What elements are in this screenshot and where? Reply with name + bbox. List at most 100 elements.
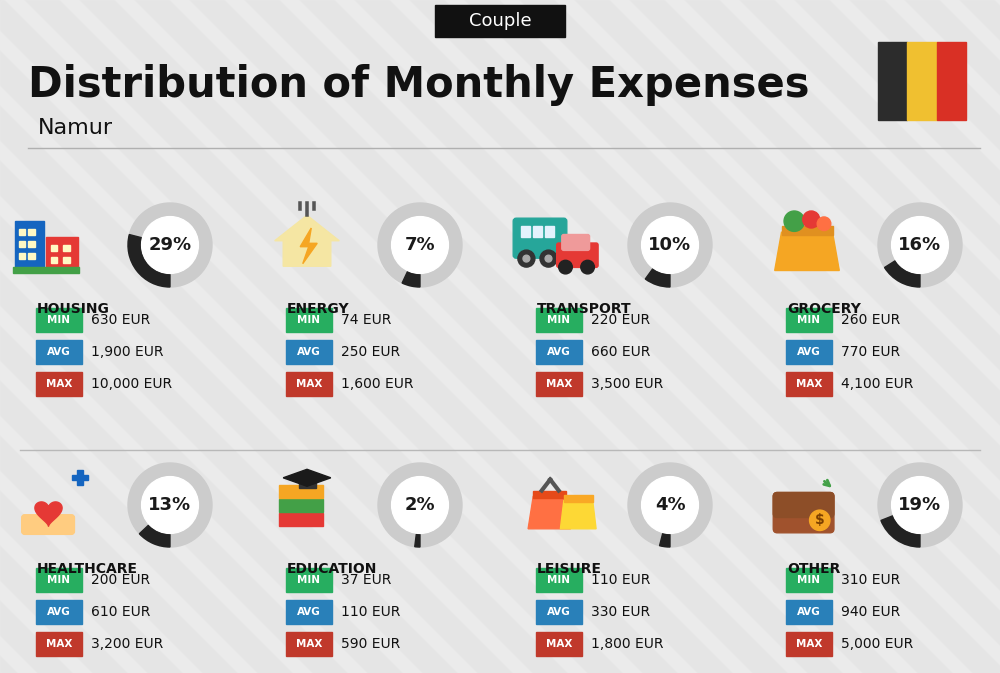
Text: MIN: MIN	[48, 575, 70, 585]
FancyBboxPatch shape	[907, 42, 937, 120]
FancyBboxPatch shape	[435, 5, 565, 37]
Wedge shape	[128, 463, 212, 547]
FancyBboxPatch shape	[298, 478, 316, 488]
Text: 3,200 EUR: 3,200 EUR	[91, 637, 163, 651]
FancyBboxPatch shape	[545, 226, 554, 236]
Circle shape	[803, 211, 820, 228]
FancyBboxPatch shape	[786, 340, 832, 364]
Circle shape	[642, 476, 698, 534]
FancyBboxPatch shape	[533, 226, 542, 236]
Text: Distribution of Monthly Expenses: Distribution of Monthly Expenses	[28, 64, 810, 106]
Circle shape	[892, 476, 948, 534]
Circle shape	[817, 217, 831, 231]
Text: 610 EUR: 610 EUR	[91, 605, 150, 619]
Text: MIN: MIN	[798, 575, 820, 585]
Text: 1,600 EUR: 1,600 EUR	[341, 377, 414, 391]
FancyBboxPatch shape	[878, 42, 907, 120]
Text: 220 EUR: 220 EUR	[591, 313, 650, 327]
Wedge shape	[628, 203, 712, 287]
FancyBboxPatch shape	[22, 515, 74, 534]
FancyBboxPatch shape	[536, 340, 582, 364]
FancyBboxPatch shape	[72, 475, 88, 481]
FancyBboxPatch shape	[77, 470, 82, 485]
FancyBboxPatch shape	[19, 253, 25, 259]
Text: AVG: AVG	[297, 607, 321, 617]
Wedge shape	[628, 463, 712, 547]
Wedge shape	[878, 463, 962, 547]
Text: GROCERY: GROCERY	[787, 302, 861, 316]
FancyBboxPatch shape	[786, 600, 832, 624]
Wedge shape	[645, 269, 670, 287]
Text: AVG: AVG	[797, 607, 821, 617]
FancyBboxPatch shape	[286, 568, 332, 592]
Text: 200 EUR: 200 EUR	[91, 573, 150, 587]
FancyBboxPatch shape	[28, 229, 35, 236]
Text: 110 EUR: 110 EUR	[341, 605, 400, 619]
Text: MIN: MIN	[298, 575, 320, 585]
Text: 940 EUR: 940 EUR	[841, 605, 900, 619]
FancyBboxPatch shape	[279, 485, 323, 498]
Text: 110 EUR: 110 EUR	[591, 573, 650, 587]
FancyBboxPatch shape	[36, 568, 82, 592]
Wedge shape	[415, 534, 420, 547]
Text: AVG: AVG	[547, 347, 571, 357]
Polygon shape	[560, 501, 596, 529]
Text: MIN: MIN	[298, 315, 320, 325]
FancyBboxPatch shape	[63, 245, 70, 252]
Text: 5,000 EUR: 5,000 EUR	[841, 637, 913, 651]
FancyBboxPatch shape	[286, 308, 332, 332]
Text: MIN: MIN	[548, 575, 570, 585]
FancyBboxPatch shape	[536, 308, 582, 332]
Text: 10%: 10%	[648, 236, 692, 254]
FancyBboxPatch shape	[773, 493, 834, 518]
Text: 660 EUR: 660 EUR	[591, 345, 650, 359]
Text: 19%: 19%	[898, 496, 942, 514]
Text: 630 EUR: 630 EUR	[91, 313, 150, 327]
Polygon shape	[528, 497, 571, 529]
Text: MAX: MAX	[796, 379, 822, 389]
Text: 330 EUR: 330 EUR	[591, 605, 650, 619]
Text: MIN: MIN	[48, 315, 70, 325]
FancyBboxPatch shape	[536, 632, 582, 656]
Circle shape	[142, 217, 198, 273]
Polygon shape	[35, 502, 62, 526]
Circle shape	[142, 476, 198, 534]
FancyBboxPatch shape	[521, 226, 530, 236]
FancyBboxPatch shape	[782, 226, 832, 235]
FancyBboxPatch shape	[562, 234, 590, 250]
FancyBboxPatch shape	[513, 218, 567, 258]
FancyBboxPatch shape	[536, 600, 582, 624]
Text: 260 EUR: 260 EUR	[841, 313, 900, 327]
Text: 310 EUR: 310 EUR	[841, 573, 900, 587]
Text: 74 EUR: 74 EUR	[341, 313, 391, 327]
FancyBboxPatch shape	[786, 372, 832, 396]
Text: 2%: 2%	[405, 496, 435, 514]
FancyBboxPatch shape	[279, 513, 323, 526]
Circle shape	[581, 260, 594, 274]
Text: 1,800 EUR: 1,800 EUR	[591, 637, 664, 651]
Wedge shape	[378, 203, 462, 287]
Polygon shape	[300, 228, 317, 264]
FancyBboxPatch shape	[15, 221, 44, 269]
Text: Namur: Namur	[38, 118, 113, 138]
Circle shape	[559, 260, 572, 274]
Circle shape	[892, 217, 948, 273]
Wedge shape	[402, 272, 420, 287]
FancyBboxPatch shape	[46, 237, 78, 269]
Text: 4,100 EUR: 4,100 EUR	[841, 377, 913, 391]
FancyBboxPatch shape	[786, 632, 832, 656]
Text: LEISURE: LEISURE	[537, 562, 602, 576]
FancyBboxPatch shape	[63, 257, 70, 263]
FancyBboxPatch shape	[533, 491, 566, 498]
Circle shape	[642, 217, 698, 273]
Text: $: $	[815, 513, 825, 528]
Text: AVG: AVG	[797, 347, 821, 357]
Text: HEALTHCARE: HEALTHCARE	[37, 562, 138, 576]
FancyBboxPatch shape	[51, 257, 57, 263]
FancyBboxPatch shape	[28, 253, 35, 259]
FancyBboxPatch shape	[286, 632, 332, 656]
Circle shape	[523, 255, 530, 262]
Polygon shape	[283, 469, 331, 487]
FancyBboxPatch shape	[286, 340, 332, 364]
FancyBboxPatch shape	[28, 241, 35, 248]
